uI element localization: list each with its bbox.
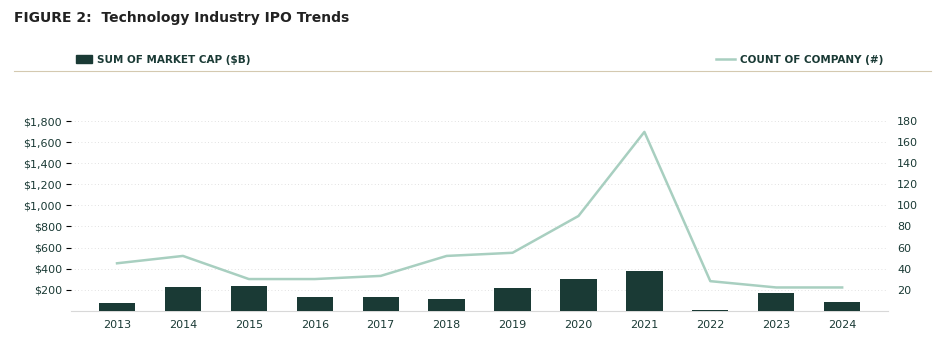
Bar xyxy=(626,271,662,311)
Bar xyxy=(99,303,135,311)
Bar xyxy=(560,279,596,311)
Legend: SUM OF MARKET CAP ($B): SUM OF MARKET CAP ($B) xyxy=(76,55,250,65)
Legend: COUNT OF COMPANY (#): COUNT OF COMPANY (#) xyxy=(715,55,882,65)
Bar xyxy=(823,302,859,311)
Bar xyxy=(296,297,332,311)
Bar xyxy=(691,310,728,311)
Bar xyxy=(362,297,398,311)
Text: FIGURE 2:  Technology Industry IPO Trends: FIGURE 2: Technology Industry IPO Trends xyxy=(14,11,349,25)
Bar xyxy=(428,298,464,311)
Bar xyxy=(757,293,794,311)
Bar xyxy=(230,286,267,311)
Bar xyxy=(494,288,531,311)
Bar xyxy=(164,287,201,311)
